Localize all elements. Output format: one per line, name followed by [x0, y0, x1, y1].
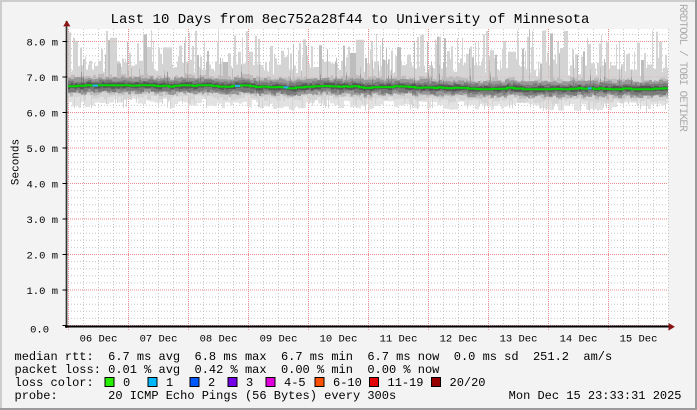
svg-text:11-19: 11-19 — [388, 376, 424, 390]
svg-text:probe: 20 ICMP Echo Ping: probe: 20 ICMP Echo Pings (56 Bytes) eve… — [15, 389, 397, 403]
svg-text:3.0 m: 3.0 m — [26, 215, 58, 227]
svg-text:Seconds: Seconds — [11, 139, 23, 185]
svg-text:20/20: 20/20 — [450, 376, 486, 390]
svg-text:08 Dec: 08 Dec — [200, 334, 238, 346]
svg-text:Last 10 Days from 8ec752a28f44: Last 10 Days from 8ec752a28f44 to Univer… — [111, 12, 590, 28]
svg-text:RRDTOOL / TOBI OETIKER: RRDTOOL / TOBI OETIKER — [676, 4, 688, 132]
svg-text:Mon Dec 15 23:33:31 2025: Mon Dec 15 23:33:31 2025 — [509, 389, 682, 403]
svg-text:13 Dec: 13 Dec — [500, 334, 538, 346]
svg-text:15 Dec: 15 Dec — [620, 334, 658, 346]
svg-text:06 Dec: 06 Dec — [80, 334, 118, 346]
svg-text:10 Dec: 10 Dec — [320, 334, 358, 346]
svg-text:11 Dec: 11 Dec — [380, 334, 418, 346]
svg-text:6.0 m: 6.0 m — [26, 109, 58, 121]
svg-text:1.0 m: 1.0 m — [26, 286, 58, 298]
svg-text:8.0 m: 8.0 m — [26, 38, 58, 50]
svg-text:0.0: 0.0 — [30, 325, 49, 337]
svg-text:09 Dec: 09 Dec — [260, 334, 298, 346]
svg-text:2.0 m: 2.0 m — [26, 251, 58, 263]
svg-text:4.0 m: 4.0 m — [26, 180, 58, 192]
svg-text:6-10: 6-10 — [333, 376, 362, 390]
svg-text:12 Dec: 12 Dec — [440, 334, 478, 346]
svg-text:07 Dec: 07 Dec — [140, 334, 178, 346]
svg-text:loss color:: loss color: — [15, 376, 94, 390]
svg-text:3: 3 — [246, 376, 253, 390]
svg-text:4-5: 4-5 — [284, 376, 306, 390]
svg-text:2: 2 — [208, 376, 215, 390]
svg-text:5.0 m: 5.0 m — [26, 144, 58, 156]
svg-text:0: 0 — [123, 376, 130, 390]
svg-text:median rtt: 6.7 ms avg 6.8 m: median rtt: 6.7 ms avg 6.8 ms max 6.7 ms… — [15, 350, 613, 364]
svg-text:1: 1 — [166, 376, 173, 390]
svg-text:14 Dec: 14 Dec — [560, 334, 598, 346]
svg-text:7.0 m: 7.0 m — [26, 73, 58, 85]
svg-text:packet loss: 0.01 % avg 0.42: packet loss: 0.01 % avg 0.42 % max 0.00 … — [15, 363, 441, 377]
